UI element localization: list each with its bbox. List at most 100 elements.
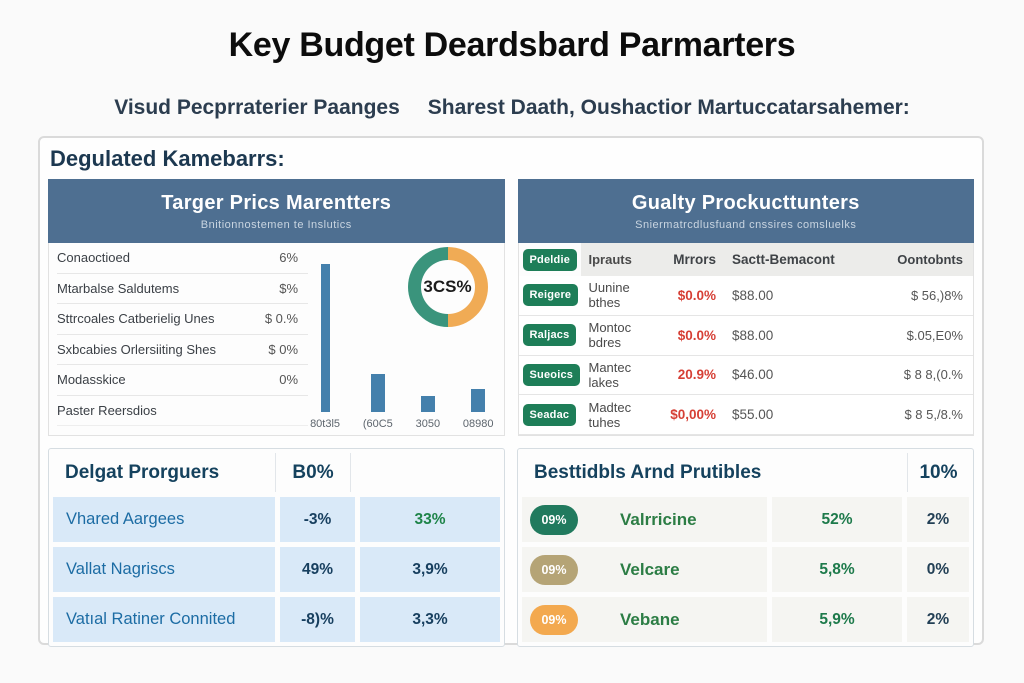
- cell-value-2: 3,3%: [360, 597, 500, 642]
- delgat-table-header: Delgat Prorguers B0%: [53, 453, 500, 492]
- table-row: Seadac Madtec tuhes $0,00% $55.00 $ 8 5,…: [518, 395, 973, 436]
- metric-label: Conaoctioed: [57, 250, 130, 266]
- bar-label: 80t3l5: [310, 418, 341, 430]
- table-row: Vhared Aargees -3% 33%: [53, 497, 500, 542]
- target-prices-card: Targer Prics Marentters Bnitionnostemen …: [48, 179, 505, 436]
- cell-errors: 20.9%: [677, 367, 716, 383]
- list-item: Mtarbalse Saldutems $%: [57, 274, 309, 304]
- cell-price: $88.00: [732, 287, 774, 303]
- donut-chart: 3CS%: [407, 247, 488, 327]
- column-header-price: Sactt-Bemacont: [732, 252, 835, 267]
- list-item: Sttrcoales Catberielig Unes $ 0.%: [57, 304, 309, 335]
- column-header-errors: Mrrors: [673, 252, 716, 267]
- metric-value: $ 0.%: [264, 311, 299, 327]
- cell-errors: $0.0%: [677, 327, 716, 343]
- cell-value-2: 3,9%: [360, 547, 500, 592]
- cell-name: Valrricine: [620, 509, 697, 529]
- table-row: Raljacs Montoc bdres $0.0% $88.00 $.05,E…: [518, 315, 973, 356]
- best-title: Besttidbls Arnd Prutibles: [534, 461, 762, 483]
- cell-value-2: 0%: [907, 547, 969, 592]
- row-badge: Seadac: [522, 403, 577, 426]
- cell-value-1: 49%: [280, 547, 355, 592]
- quality-card-title: Gualty Prockucttunters: [631, 191, 860, 214]
- table-row: Reigere Uunine bthes $0.0% $88.00 $ 56,)…: [518, 276, 973, 316]
- cell-name: Montoc bdres: [588, 320, 632, 351]
- row-badge: Reigere: [522, 284, 579, 307]
- donut-center-label: 3CS%: [420, 260, 475, 314]
- column-header-name: Iprauts: [588, 252, 632, 267]
- bar: [320, 264, 330, 412]
- cell-name: Vebane: [620, 609, 680, 629]
- cell-price: $46.00: [732, 367, 774, 383]
- table-row: Sueoics Mantec lakes 20.9% $46.00 $ 8 8,…: [518, 355, 973, 396]
- cell-name: Madtec tuhes: [588, 399, 632, 430]
- bar-label: (60C5: [362, 418, 393, 430]
- cell-name: Vallat Nagriscs: [53, 547, 275, 592]
- cell-name: Vatıal Ratiner Connited: [53, 597, 275, 642]
- metric-list: Conaoctioed 6% Mtarbalse Saldutems $% St…: [49, 243, 309, 435]
- quality-card-subtitle: Sniermatrcdlusfuand cnssires comsluelks: [635, 218, 857, 231]
- cell-errors: $0,00%: [670, 407, 716, 423]
- cell-value-1: -8)%: [280, 597, 355, 642]
- cell-name: Velcare: [620, 559, 680, 579]
- dashboard-panel: Degulated Kamebarrs: Targer Prics Marent…: [38, 136, 984, 647]
- delgat-header-pct: B0%: [275, 453, 350, 492]
- status-pill: 09%: [530, 604, 578, 635]
- page-subtitle: Visud Pecprraterier Paanges Sharest Daath…: [0, 96, 1024, 120]
- cell-total: $ 8 8,(0.%: [903, 367, 963, 383]
- table-row: Vallat Nagriscs 49% 3,9%: [53, 547, 500, 592]
- cell-name: Vhared Aargees: [53, 497, 275, 542]
- status-pill: 09%: [530, 504, 578, 535]
- header-spacer: [777, 453, 907, 492]
- cell-total: $.05,E0%: [906, 327, 963, 343]
- metric-label: Mtarbalse Saldutems: [57, 280, 180, 296]
- quality-card-header: Gualty Prockucttunters Sniermatrcdlusfua…: [517, 179, 974, 243]
- best-table-header: Besttidbls Arnd Prutibles 10%: [522, 453, 969, 492]
- bar-slot: 3050: [416, 396, 440, 431]
- list-item: Conaoctioed 6%: [57, 243, 309, 274]
- list-item: Sxbcabies Orlersiiting Shes $ 0%: [57, 335, 309, 365]
- metric-value: $ 0%: [268, 341, 299, 357]
- quality-card-body: Pdeldie Iprauts Mrrors Sactt-Bemacont Oo…: [517, 243, 974, 436]
- bar-label: 3050: [415, 418, 441, 430]
- target-card-title: Targer Prics Marentters: [161, 191, 392, 214]
- panel-heading: Degulated Kamebarrs:: [50, 146, 285, 171]
- table-row: 09% Vebane 5,9% 2%: [522, 597, 969, 642]
- table-row: 09% Valrricine 52% 2%: [522, 497, 969, 542]
- metric-label: Modasskice: [57, 372, 126, 388]
- cell-value-1: 5,9%: [772, 597, 902, 642]
- cell-total: $ 8 5,/8.%: [904, 407, 963, 423]
- header-badge: Pdeldie: [522, 248, 578, 271]
- cell-name: Mantec lakes: [588, 359, 632, 390]
- bar-label: 08980: [462, 418, 494, 430]
- best-table: Besttidbls Arnd Prutibles 10% 09% Valrri…: [517, 448, 974, 647]
- cell-value-2: 2%: [907, 497, 969, 542]
- metric-label: Paster Reersdios: [57, 402, 157, 418]
- subtitle-left: Visud Pecprraterier Paanges: [114, 96, 400, 119]
- cell-value-2: 33%: [360, 497, 500, 542]
- metric-value: $%: [279, 280, 299, 296]
- cell-price: $88.00: [732, 327, 774, 343]
- bar: [471, 389, 486, 412]
- target-card-header: Targer Prics Marentters Bnitionnostemen …: [48, 179, 505, 243]
- target-card-subtitle: Bnitionnostemen te Inslutics: [200, 218, 352, 231]
- metric-value: 0%: [279, 372, 299, 388]
- delgat-title: Delgat Prorguers: [65, 461, 220, 483]
- cell-value-2: 2%: [907, 597, 969, 642]
- status-pill: 09%: [530, 554, 578, 585]
- header-spacer: [350, 453, 500, 492]
- cell-value-1: -3%: [280, 497, 355, 542]
- row-badge: Raljacs: [522, 324, 577, 347]
- bar-slot: (60C5: [363, 374, 393, 431]
- bar-slot: 08980: [462, 389, 494, 431]
- metric-label: Sttrcoales Catberielig Unes: [57, 311, 215, 327]
- quality-table-header: Pdeldie Iprauts Mrrors Sactt-Bemacont Oo…: [518, 243, 973, 276]
- chart-zone: 80t3l5 (60C5 3050 08980 3CS%: [308, 243, 503, 435]
- cell-total: $ 56,)8%: [910, 287, 963, 303]
- bar: [370, 374, 385, 412]
- table-row: Vatıal Ratiner Connited -8)% 3,3%: [53, 597, 500, 642]
- cell-name: Uunine bthes: [588, 280, 630, 311]
- best-header-pct: 10%: [907, 453, 969, 492]
- page-title: Key Budget Deardsbard Parmarters: [228, 26, 796, 64]
- metric-value: 6%: [279, 250, 299, 266]
